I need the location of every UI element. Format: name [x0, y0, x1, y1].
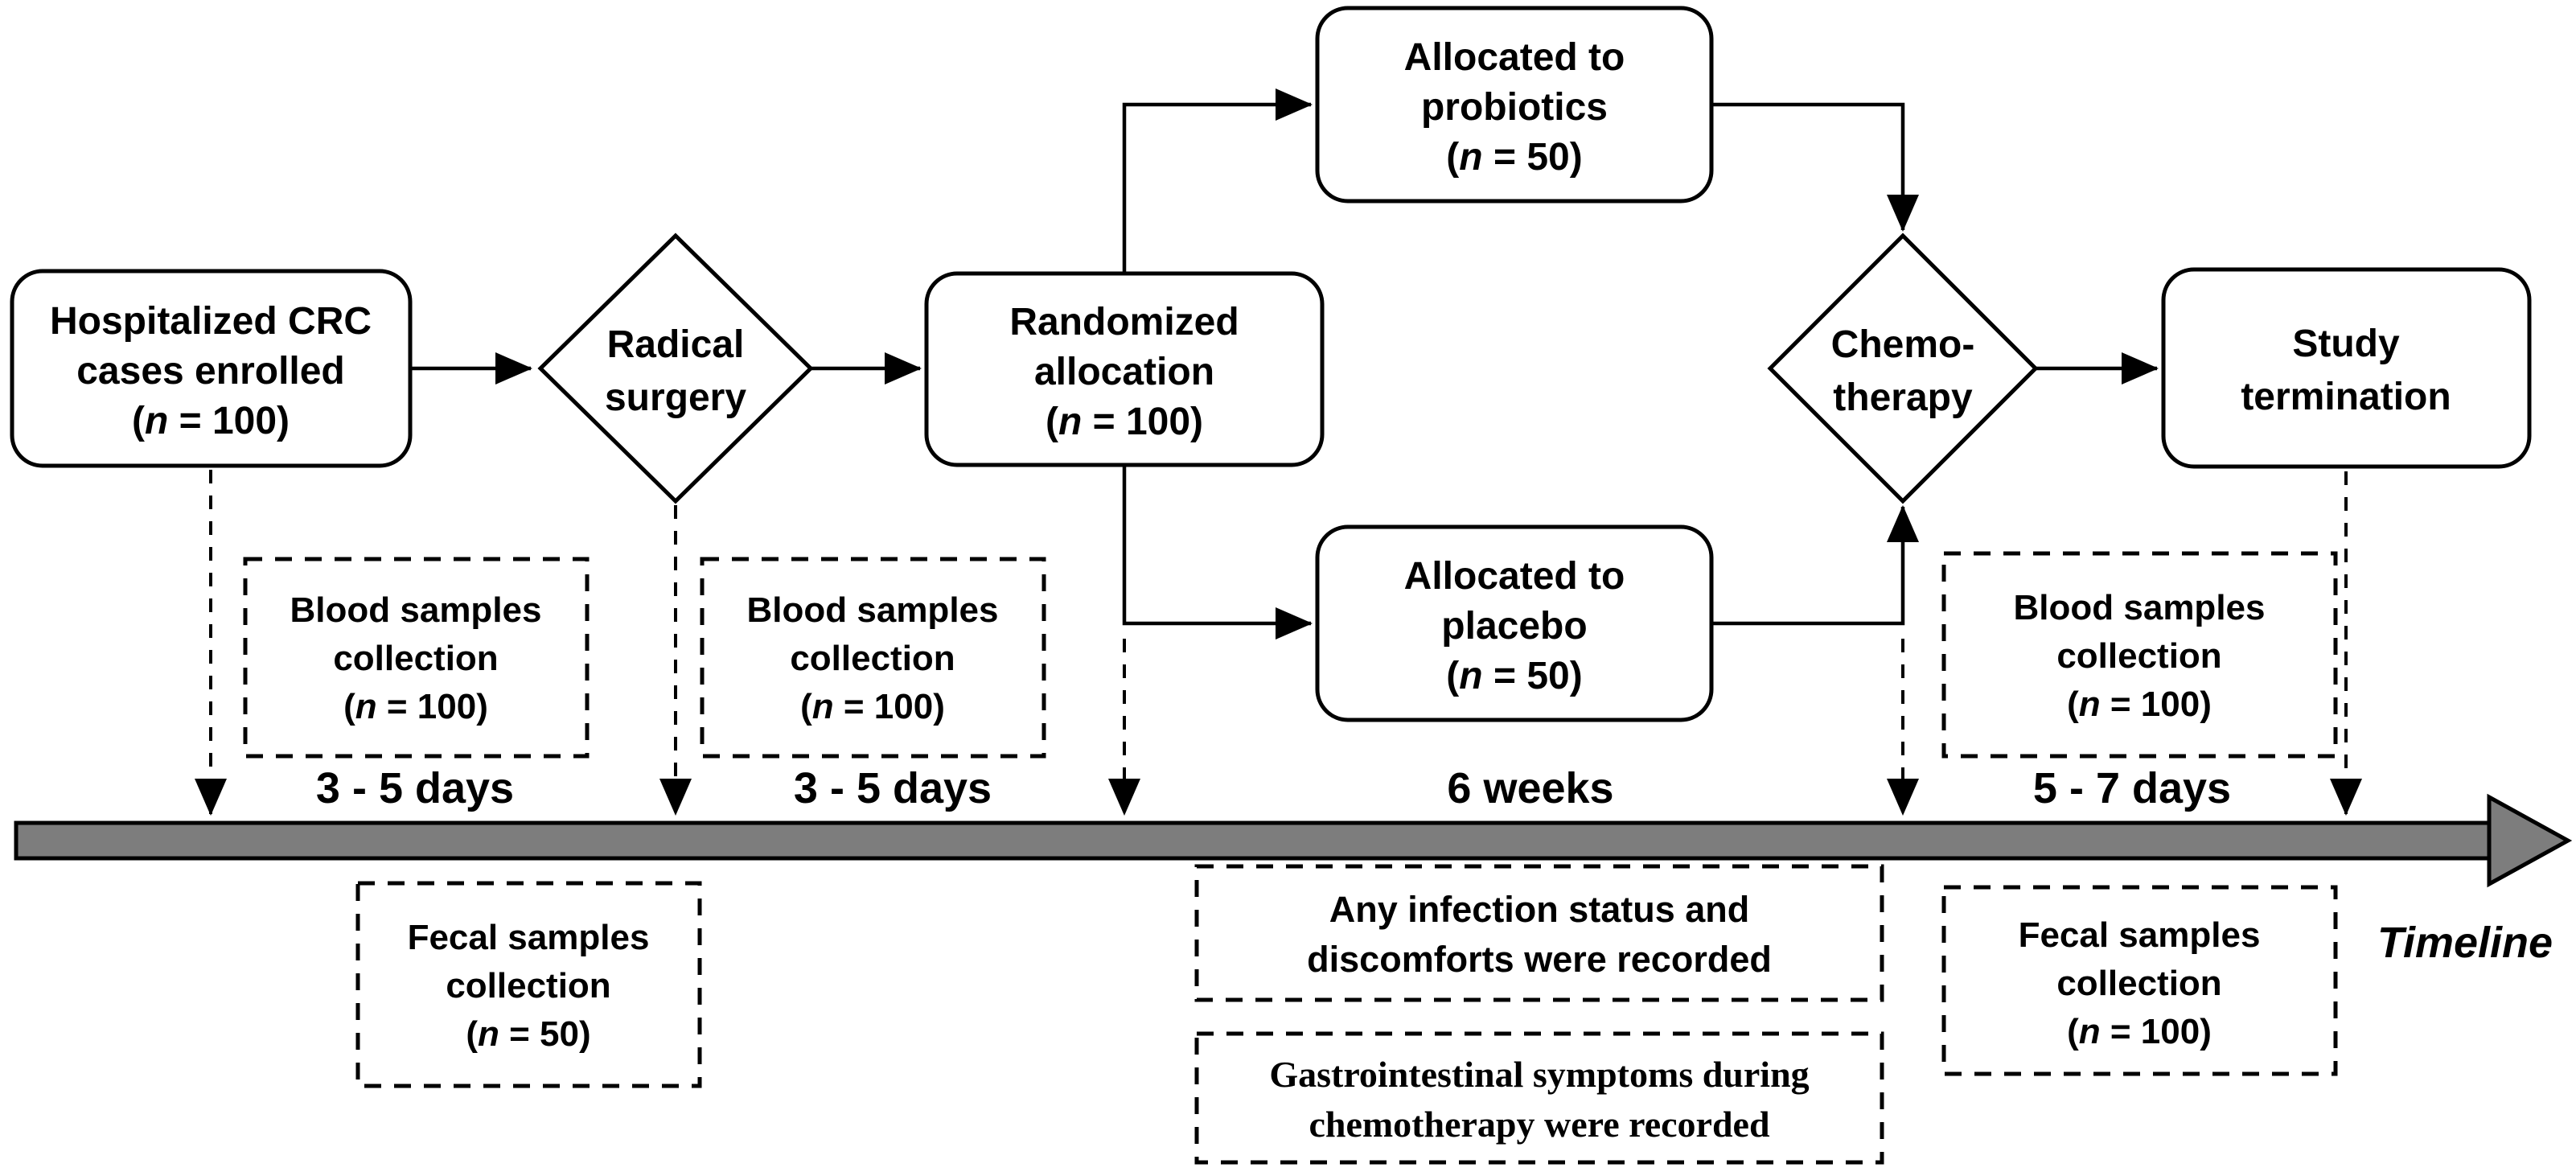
blood3-line1: Blood samples	[2014, 588, 2266, 627]
blood2-dashed-box	[700, 557, 1046, 759]
interval-label-3: 6 weeks	[1447, 764, 1613, 812]
node-probiotics: Allocated to probiotics (n = 50)	[1315, 6, 1714, 204]
infection-line2: discomforts were recorded	[1307, 939, 1772, 980]
blood1-line1: Blood samples	[290, 590, 542, 630]
fecal50-line1: Fecal samples	[408, 918, 650, 957]
fecal50-line2: collection	[446, 966, 610, 1005]
interval-label-2: 3 - 5 days	[794, 764, 992, 812]
placebo-line1: Allocated to	[1404, 555, 1625, 598]
blood1-n-line: (n = 100)	[343, 687, 488, 726]
probiotics-line1: Allocated to	[1404, 36, 1625, 79]
probiotics-line2: probiotics	[1421, 86, 1608, 129]
fecal50-n-line: (n = 50)	[466, 1014, 590, 1054]
surgery-line1: Radical	[607, 323, 745, 366]
connector-placebo-to-chemo	[1711, 505, 1919, 626]
gi-line2: chemotherapy were recorded	[1309, 1104, 1770, 1145]
node-termination: Study termination	[2161, 267, 2532, 469]
enrolled-n-line: (n = 100)	[132, 400, 290, 442]
interval-labels: 3 - 5 days 3 - 5 days 6 weeks 5 - 7 days	[316, 764, 2231, 812]
surgery-line2: surgery	[605, 376, 746, 419]
node-placebo: Allocated to placebo (n = 50)	[1315, 524, 1714, 722]
sample-box-fecal-baseline: Fecal samples collection (n = 50)	[355, 881, 702, 1088]
infection-dashed-box	[1194, 864, 1884, 1002]
termination-box	[2161, 267, 2532, 469]
interval-label-4: 5 - 7 days	[2033, 764, 2231, 812]
gi-line1: Gastrointestinal symptoms during	[1269, 1054, 1809, 1095]
enrolled-line1: Hospitalized CRC	[50, 300, 372, 343]
termination-line1: Study	[2292, 323, 2400, 365]
node-radical-surgery: Radical surgery	[537, 232, 814, 504]
sample-box-blood-baseline: Blood samples collection (n = 100)	[243, 557, 590, 759]
note-box-gi-symptoms: Gastrointestinal symptoms during chemoth…	[1194, 1031, 1884, 1165]
blood2-line2: collection	[790, 639, 955, 678]
randomized-box	[924, 271, 1325, 467]
timeline-drop-arrows	[195, 470, 2362, 816]
blood2-n-line: (n = 100)	[800, 687, 945, 726]
sample-box-blood-postsurgery: Blood samples collection (n = 100)	[700, 557, 1046, 759]
infection-line1: Any infection status and	[1329, 889, 1750, 930]
connector-randomized-to-placebo	[1122, 465, 1313, 639]
blood3-dashed-box	[1941, 551, 2338, 759]
enrolled-line2: cases enrolled	[76, 350, 345, 393]
interval-label-1: 3 - 5 days	[316, 764, 514, 812]
sample-box-blood-prechemo: Blood samples collection (n = 100)	[1941, 551, 2338, 759]
termination-line2: termination	[2241, 376, 2451, 418]
enrolled-box	[10, 269, 413, 468]
gi-dashed-box	[1194, 1031, 1884, 1165]
placebo-box	[1315, 524, 1714, 722]
fecal100-line1: Fecal samples	[2019, 915, 2261, 955]
note-box-infection: Any infection status and discomforts wer…	[1194, 864, 1884, 1002]
sample-box-fecal-final: Fecal samples collection (n = 100)	[1941, 885, 2338, 1076]
randomized-line2: allocation	[1034, 351, 1214, 393]
chemo-line1: Chemo-	[1831, 323, 1975, 366]
node-chemotherapy: Chemo- therapy	[1767, 232, 2039, 504]
blood1-line2: collection	[333, 639, 498, 678]
fecal50-dashed-box	[355, 881, 702, 1088]
blood2-line1: Blood samples	[747, 590, 999, 630]
randomized-line1: Randomized	[1009, 301, 1239, 343]
surgery-diamond	[537, 232, 814, 504]
fecal100-n-line: (n = 100)	[2067, 1012, 2212, 1051]
blood1-dashed-box	[243, 557, 590, 759]
placebo-n-line: (n = 50)	[1446, 655, 1582, 697]
randomized-n-line: (n = 100)	[1046, 401, 1203, 443]
node-enrolled: Hospitalized CRC cases enrolled (n = 100…	[10, 269, 413, 468]
timeline-bar-group	[14, 793, 2573, 888]
probiotics-n-line: (n = 50)	[1446, 136, 1582, 179]
connector-randomized-to-probiotics	[1122, 88, 1313, 273]
fecal100-dashed-box	[1941, 885, 2338, 1076]
probiotics-box	[1315, 6, 1714, 204]
timeline-label: Timeline	[2377, 919, 2553, 967]
node-randomized: Randomized allocation (n = 100)	[924, 271, 1325, 467]
chemo-diamond	[1767, 232, 2039, 504]
blood3-line2: collection	[2056, 636, 2221, 676]
placebo-line2: placebo	[1441, 605, 1587, 648]
blood3-n-line: (n = 100)	[2067, 685, 2212, 724]
timeline-bar	[14, 820, 2500, 861]
timeline-arrowhead-icon	[2487, 793, 2573, 888]
connector-probiotics-to-chemo	[1711, 102, 1919, 232]
connectors	[410, 88, 2159, 639]
chemo-line2: therapy	[1833, 376, 1973, 419]
fecal100-line2: collection	[2056, 964, 2221, 1003]
